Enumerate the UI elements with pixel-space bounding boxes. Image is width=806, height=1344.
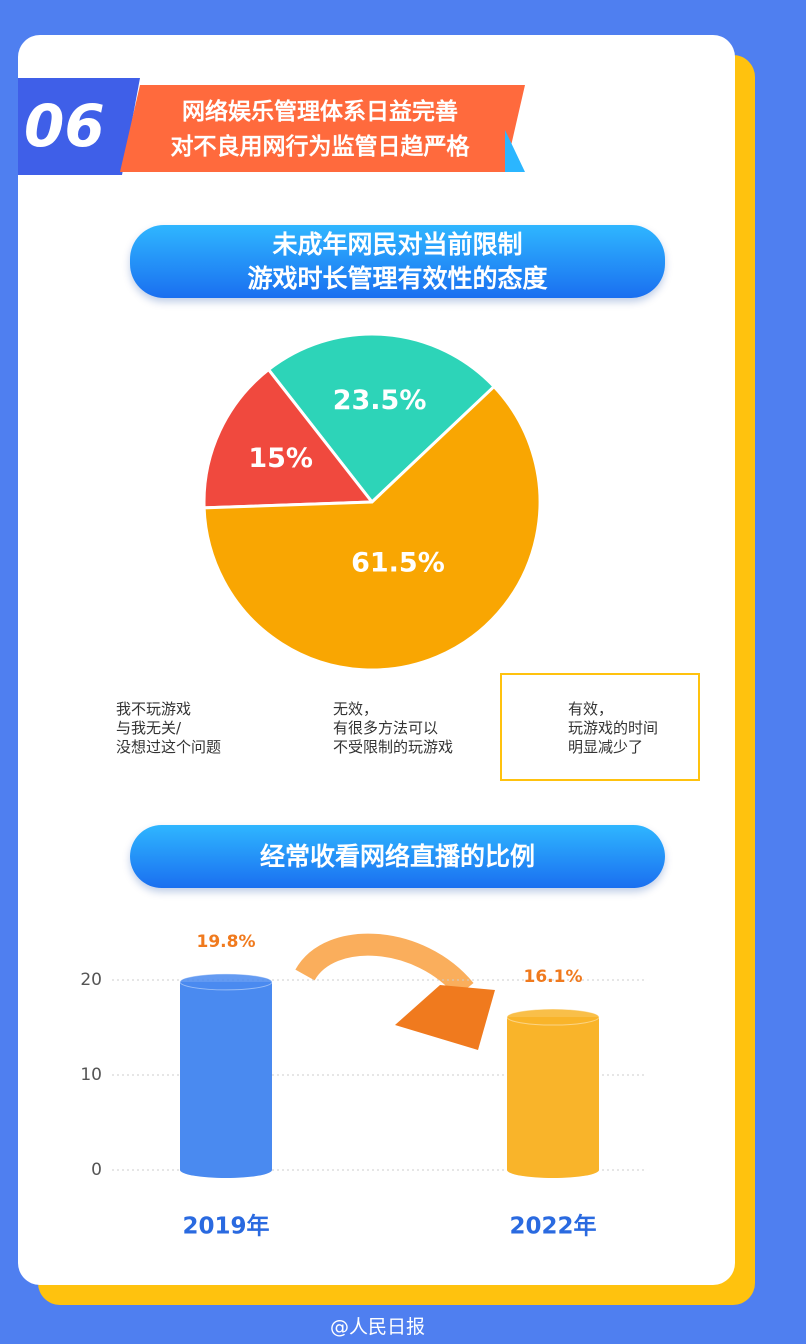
pie-slice <box>202 384 542 672</box>
trend-arrow-head <box>395 985 495 1050</box>
x-tick-label: 2019年 <box>182 1213 269 1240</box>
slice-label: 61.5% <box>351 547 445 578</box>
headline: 网络娱乐管理体系日益完善 对不良用网行为监管日趋严格 <box>150 95 490 165</box>
slice-label: 15% <box>248 443 313 474</box>
legend-item: 无效， 有很多方法可以 不受限制的玩游戏 <box>295 700 453 757</box>
badge <box>18 78 140 175</box>
legend-label: 有效， 玩游戏的时间 明显减少了 <box>568 700 659 756</box>
headline-line: 网络娱乐管理体系日益完善 <box>182 99 458 125</box>
y-tick-label: 20 <box>80 970 102 990</box>
section-number: 06 <box>24 92 105 160</box>
pie-title: 未成年网民对当前限制 游戏时长管理有效性的态度 <box>130 225 665 298</box>
y-tick-label: 0 <box>91 1160 102 1180</box>
ribbon-tip <box>505 130 525 172</box>
x-tick-label: 2022年 <box>509 1213 596 1240</box>
legend-item: 我不玩游戏 与我无关/ 没想过这个问题 <box>78 700 221 757</box>
ribbon <box>120 85 525 172</box>
bar-title: 经常收看网络直播的比例 <box>130 825 665 888</box>
legend-item: 有效， 玩游戏的时间 明显减少了 <box>530 700 658 757</box>
slice-label: 23.5% <box>333 385 427 416</box>
legend-label: 无效， 有很多方法可以 不受限制的玩游戏 <box>333 700 454 756</box>
legend-highlight <box>500 673 700 781</box>
bar <box>507 1017 599 1170</box>
headline-line: 对不良用网行为监管日趋严格 <box>170 134 470 160</box>
value-label: 19.8% <box>197 932 256 952</box>
bar-top <box>506 1008 600 1026</box>
legend-label: 我不玩游戏 与我无关/ 没想过这个问题 <box>116 700 222 756</box>
watermark: @人民日报 <box>330 1316 426 1338</box>
bar-top <box>179 973 273 991</box>
pie-slice <box>202 367 375 510</box>
value-label: 16.1% <box>524 967 583 987</box>
trend-arrow <box>295 933 474 998</box>
pie-slice <box>266 332 497 505</box>
bar <box>180 981 272 1170</box>
y-tick-label: 10 <box>80 1065 102 1085</box>
